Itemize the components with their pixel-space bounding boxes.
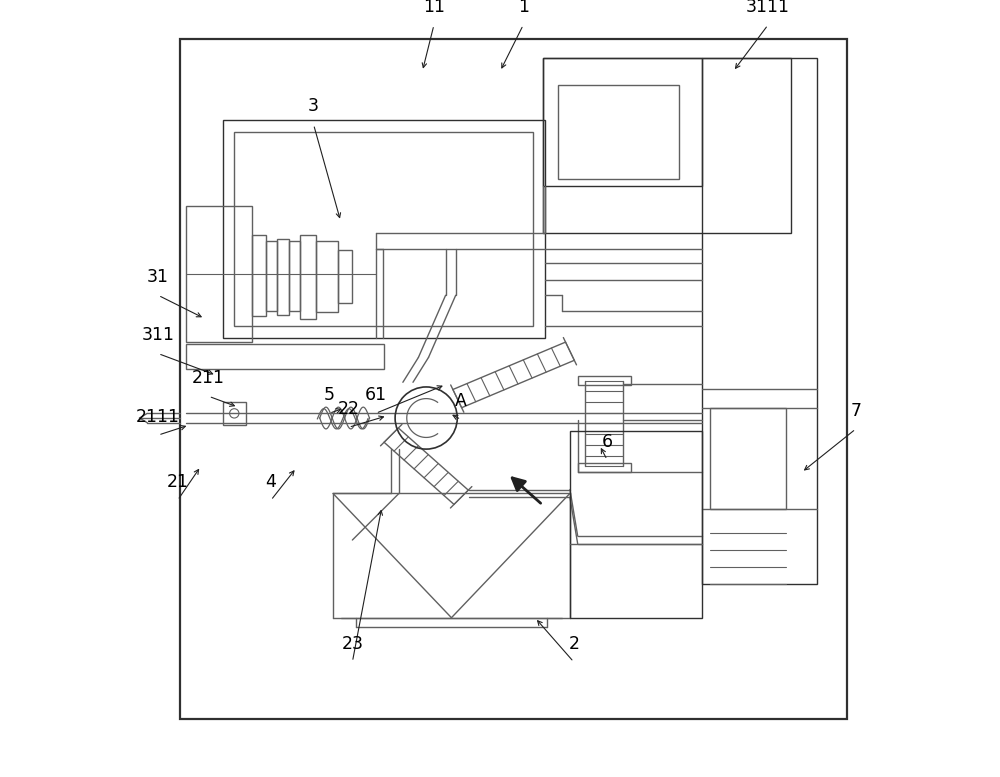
Bar — [266, 241, 277, 311]
Text: 3: 3 — [308, 97, 319, 115]
Bar — [316, 241, 338, 312]
Bar — [186, 206, 252, 342]
Text: 11: 11 — [423, 0, 445, 16]
Text: 2111: 2111 — [136, 408, 180, 426]
Text: 31: 31 — [147, 268, 169, 286]
Bar — [180, 39, 847, 719]
Text: 6: 6 — [602, 433, 613, 451]
Bar — [234, 132, 533, 326]
Bar — [277, 239, 289, 315]
Bar — [558, 85, 679, 179]
Text: 21: 21 — [167, 473, 189, 491]
Bar — [543, 58, 791, 233]
Bar — [223, 402, 246, 425]
Text: 4: 4 — [265, 473, 276, 491]
Text: 1: 1 — [518, 0, 529, 16]
Text: 61: 61 — [365, 386, 387, 404]
Bar — [300, 235, 316, 319]
Bar — [578, 376, 631, 385]
Bar — [186, 344, 384, 369]
Text: 2: 2 — [568, 635, 579, 653]
Bar — [252, 235, 266, 316]
Bar — [710, 408, 786, 509]
Text: 211: 211 — [192, 369, 225, 387]
Text: 7: 7 — [850, 402, 861, 420]
Text: 311: 311 — [142, 326, 175, 344]
Bar — [338, 250, 352, 303]
Bar — [570, 431, 702, 618]
Text: 22: 22 — [337, 400, 359, 418]
Bar — [578, 463, 631, 472]
Bar — [702, 58, 817, 584]
Bar — [289, 241, 300, 311]
Text: 23: 23 — [341, 635, 363, 653]
Text: 3111: 3111 — [746, 0, 790, 16]
Text: A: A — [455, 392, 467, 410]
Text: 5: 5 — [324, 386, 335, 404]
Bar — [543, 58, 702, 186]
Bar — [223, 120, 545, 338]
